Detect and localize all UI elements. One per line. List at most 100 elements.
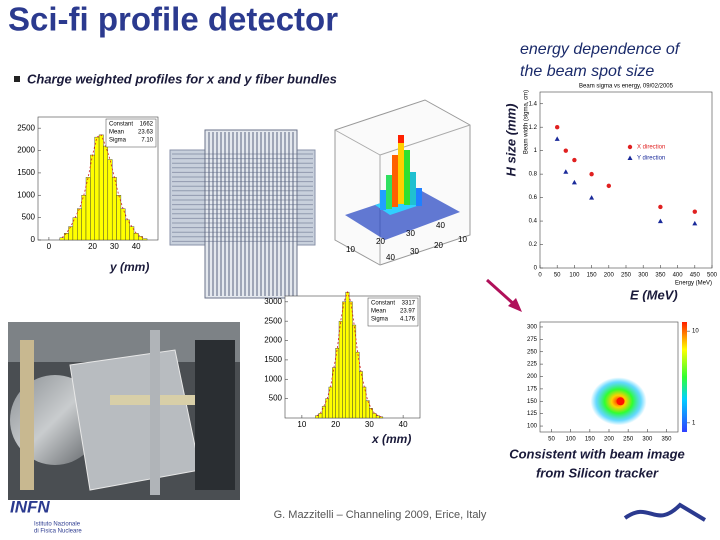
hist-bar	[375, 415, 380, 419]
hist-bar	[68, 226, 74, 241]
x-tick-label: 20	[88, 242, 97, 251]
y-label: y (mm)	[109, 260, 149, 274]
x-tick-label: 20	[331, 420, 340, 429]
stats-box	[105, 118, 157, 148]
bullet-mark	[14, 76, 20, 82]
x-axis-title: Energy (MeV)	[675, 281, 712, 287]
hist-bar	[77, 208, 82, 241]
y-tick-label: 2000	[17, 146, 35, 155]
fiber-bundle	[169, 129, 316, 299]
hist-bar	[345, 291, 350, 419]
hist-bar	[365, 400, 370, 419]
point	[555, 125, 560, 130]
legend-marker	[627, 155, 633, 160]
y-tick-label: 500	[269, 394, 283, 403]
y-tick-label: 2000	[264, 336, 282, 345]
stats-value: 1662	[140, 122, 154, 128]
stats-value: 4.176	[400, 317, 416, 323]
x-tick-label: 350	[661, 437, 672, 443]
y-tick-label: 300	[527, 325, 538, 331]
fit-curve	[61, 134, 146, 240]
lego-tick: 30	[406, 229, 415, 238]
colorbar-label: 10	[692, 329, 699, 335]
y-tick-label: 0.4	[529, 219, 538, 225]
point	[563, 148, 568, 153]
plot-title: Beam sigma vs energy, 09/02/2005	[579, 84, 674, 90]
x-tick-label: 100	[569, 273, 580, 279]
point	[692, 209, 697, 214]
point	[589, 171, 594, 177]
point	[571, 179, 577, 185]
beam-core	[616, 397, 625, 406]
x-tick-label: 40	[132, 242, 141, 251]
y-tick-label: 1.2	[529, 125, 538, 131]
x-tick-label: 450	[690, 273, 701, 279]
legend-label: X direction	[637, 145, 665, 151]
hist-bar	[85, 177, 91, 241]
x-tick-label: 250	[621, 273, 632, 279]
hist-bar	[352, 324, 357, 419]
x-tick-label: 40	[399, 420, 408, 429]
hist-bar	[98, 134, 104, 241]
x-tick-label: 100	[566, 437, 577, 443]
y-tick-label: 150	[527, 399, 538, 405]
lego-tick: 40	[436, 221, 445, 230]
point	[554, 136, 560, 141]
hist-bar	[111, 177, 117, 241]
logo-name: INFN	[10, 497, 50, 516]
point	[572, 157, 577, 163]
x-tick-label: 0	[47, 242, 52, 251]
y-tick-label: 125	[527, 411, 538, 417]
stats-name: Mean	[109, 130, 124, 136]
y-tick-label: 0	[534, 266, 538, 272]
hist-bar	[59, 237, 65, 241]
x-tick-label: 200	[604, 437, 615, 443]
y-tick-label: 0.8	[529, 172, 538, 178]
hist-bar	[120, 208, 126, 241]
conclusion: Consistent with beam image	[509, 446, 685, 461]
x-tick-label: 150	[585, 437, 596, 443]
hist-bar	[315, 415, 319, 419]
x-tick-label: 150	[587, 273, 598, 279]
x-tick-label: 10	[297, 420, 306, 429]
stats-name: Constant	[371, 301, 395, 307]
y-tick-label: 1.4	[529, 101, 538, 107]
x-tick-label: 300	[642, 437, 653, 443]
infn-logo: INFN Istituto Nazionale di Fisica Nuclea…	[10, 497, 82, 534]
y-tick-label: 1500	[17, 168, 35, 177]
detector-photo	[8, 322, 240, 500]
hist-bar	[103, 145, 109, 241]
hist-bar	[348, 301, 353, 419]
point	[657, 218, 663, 224]
x-tick-label: 50	[548, 437, 555, 443]
arrow-head	[508, 298, 522, 312]
annotation: the beam spot size	[520, 63, 654, 80]
point	[589, 195, 595, 200]
y-tick-label: 2500	[17, 123, 35, 132]
stats-box	[367, 297, 419, 327]
x-tick-label: 250	[623, 437, 634, 443]
y-tick-label: 225	[527, 362, 538, 368]
lego-tick: 10	[346, 245, 355, 254]
x-tick-label: 400	[673, 273, 684, 279]
hist-bar	[138, 236, 143, 241]
stats-value: 23.97	[400, 309, 416, 315]
logo-sub: Istituto Nazionale	[34, 522, 81, 528]
e-label: E (MeV)	[630, 287, 678, 302]
colorbar	[682, 322, 687, 432]
hist-bar	[362, 386, 367, 419]
hist-bar	[107, 159, 113, 241]
point	[658, 204, 663, 210]
hist-bar	[355, 351, 360, 419]
hist-bar	[81, 195, 87, 241]
hist-bar	[335, 348, 340, 419]
stats-name: Mean	[371, 309, 386, 315]
hist-bar	[116, 195, 122, 241]
lego-tick: 30	[410, 247, 419, 256]
y-tick-label: 500	[22, 213, 36, 222]
legend-marker	[627, 144, 633, 150]
footer: G. Mazzitelli – Channeling 2009, Erice, …	[274, 509, 487, 521]
y-tick-label: 1500	[264, 355, 282, 364]
plot-frame	[539, 91, 713, 269]
y-tick-label: 200	[527, 374, 538, 380]
